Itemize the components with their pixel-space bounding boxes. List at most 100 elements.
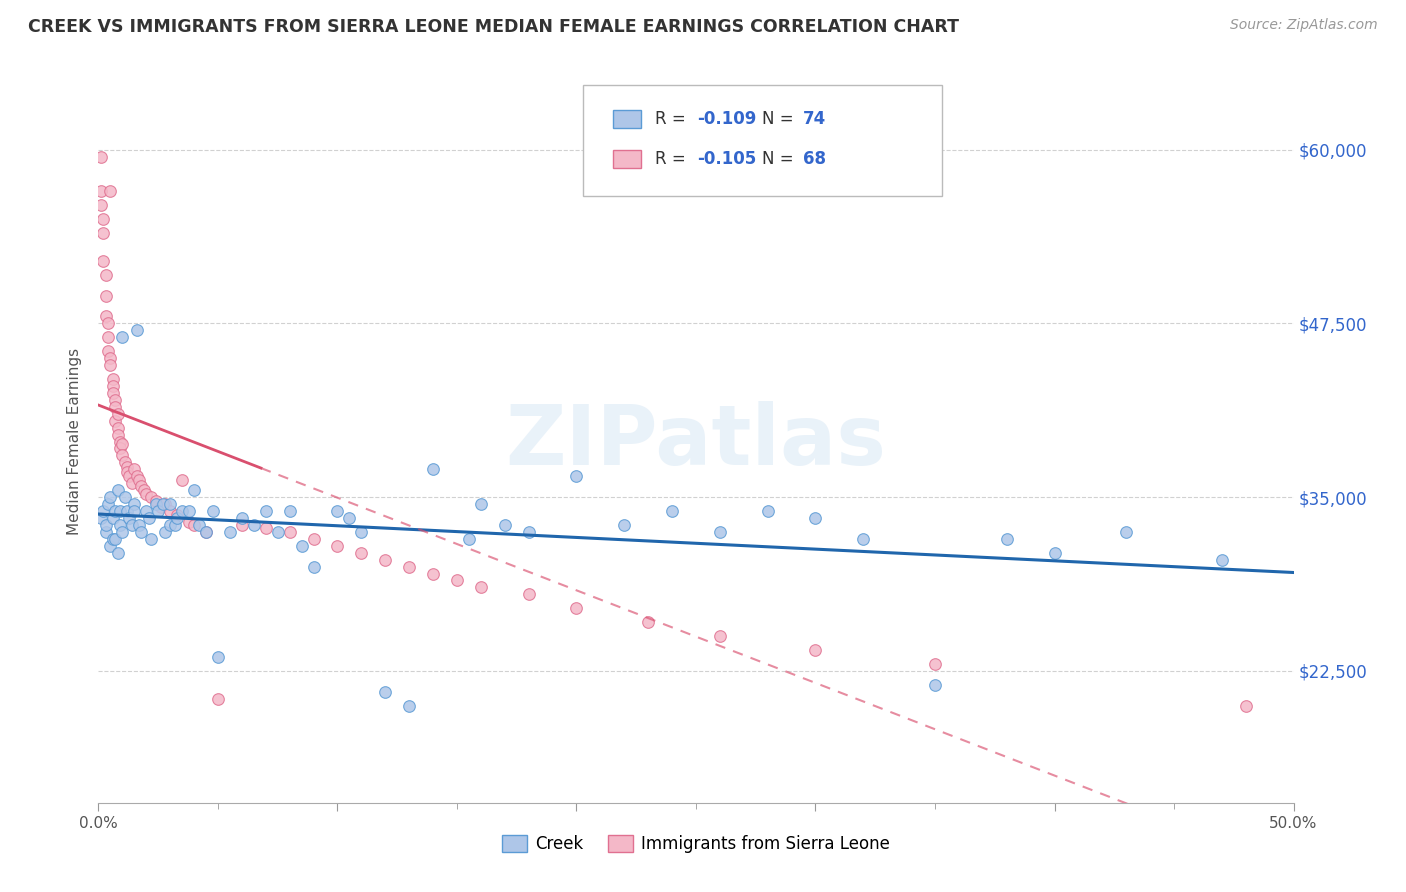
Point [91, 212, 114, 227]
Point [98, 185, 122, 199]
Point [91, 226, 114, 240]
Point [118, 511, 141, 525]
Point [804, 511, 827, 525]
Point [98, 490, 122, 504]
Text: R =: R = [655, 110, 692, 128]
Point [924, 678, 946, 692]
Point [517, 524, 540, 539]
Point [145, 497, 167, 511]
Point [125, 323, 148, 337]
Point [470, 581, 492, 595]
Point [90, 150, 112, 164]
Point [924, 657, 946, 671]
Point [107, 420, 129, 434]
Point [166, 508, 188, 523]
Point [326, 539, 349, 553]
Point [139, 532, 162, 546]
Point [179, 515, 201, 529]
Point [91, 253, 114, 268]
Text: N =: N = [762, 110, 799, 128]
Point [207, 649, 229, 664]
Point [613, 517, 636, 532]
Point [159, 517, 181, 532]
Point [101, 532, 124, 546]
Point [97, 497, 120, 511]
Point [422, 566, 444, 581]
Legend: Creek, Immigrants from Sierra Leone: Creek, Immigrants from Sierra Leone [495, 828, 897, 860]
Point [125, 469, 148, 483]
Point [398, 559, 420, 574]
Point [145, 494, 167, 508]
Point [111, 437, 134, 451]
Point [135, 504, 157, 518]
Point [350, 546, 373, 560]
Point [202, 504, 225, 518]
Point [139, 490, 162, 504]
Point [104, 504, 127, 518]
Point [94, 524, 117, 539]
Point [118, 469, 141, 483]
Point [470, 497, 492, 511]
Point [97, 317, 120, 331]
Point [107, 407, 129, 421]
Point [159, 504, 181, 518]
Point [195, 524, 218, 539]
Point [422, 462, 444, 476]
Point [1234, 698, 1257, 713]
Point [494, 517, 516, 532]
Point [101, 372, 124, 386]
Text: CREEK VS IMMIGRANTS FROM SIERRA LEONE MEDIAN FEMALE EARNINGS CORRELATION CHART: CREEK VS IMMIGRANTS FROM SIERRA LEONE ME… [28, 18, 959, 36]
Point [124, 504, 146, 518]
Point [91, 504, 114, 518]
Point [111, 330, 134, 344]
Text: 68: 68 [803, 150, 825, 168]
Point [339, 511, 361, 525]
Point [709, 629, 731, 643]
Point [128, 517, 150, 532]
Point [101, 379, 124, 393]
Point [131, 524, 153, 539]
Point [111, 449, 134, 463]
Point [172, 504, 194, 518]
Point [179, 504, 201, 518]
Point [107, 546, 129, 560]
Text: ZIPatlas: ZIPatlas [506, 401, 886, 482]
Point [243, 517, 266, 532]
Point [1211, 552, 1233, 566]
Point [128, 474, 150, 488]
Point [98, 358, 122, 372]
Point [104, 400, 127, 414]
Point [138, 511, 160, 525]
Text: 74: 74 [803, 110, 827, 128]
Point [98, 539, 122, 553]
Point [108, 442, 131, 456]
Point [108, 517, 131, 532]
Point [131, 479, 153, 493]
Point [458, 532, 481, 546]
Point [302, 532, 325, 546]
Point [115, 465, 138, 479]
Point [565, 469, 588, 483]
Point [121, 517, 143, 532]
Point [155, 497, 177, 511]
Point [267, 524, 290, 539]
Point [94, 268, 117, 282]
Point [90, 198, 112, 212]
Point [183, 517, 205, 532]
Point [756, 504, 779, 518]
Point [90, 185, 112, 199]
Point [94, 310, 117, 324]
Text: -0.105: -0.105 [697, 150, 756, 168]
Point [94, 517, 117, 532]
Point [398, 698, 420, 713]
Point [231, 511, 253, 525]
Point [124, 497, 146, 511]
Point [107, 427, 129, 442]
Text: Source: ZipAtlas.com: Source: ZipAtlas.com [1230, 18, 1378, 32]
Point [104, 532, 127, 546]
Point [219, 524, 242, 539]
Y-axis label: Median Female Earnings: Median Female Earnings [67, 348, 83, 535]
Point [661, 504, 683, 518]
Point [1115, 524, 1137, 539]
Point [114, 455, 136, 469]
